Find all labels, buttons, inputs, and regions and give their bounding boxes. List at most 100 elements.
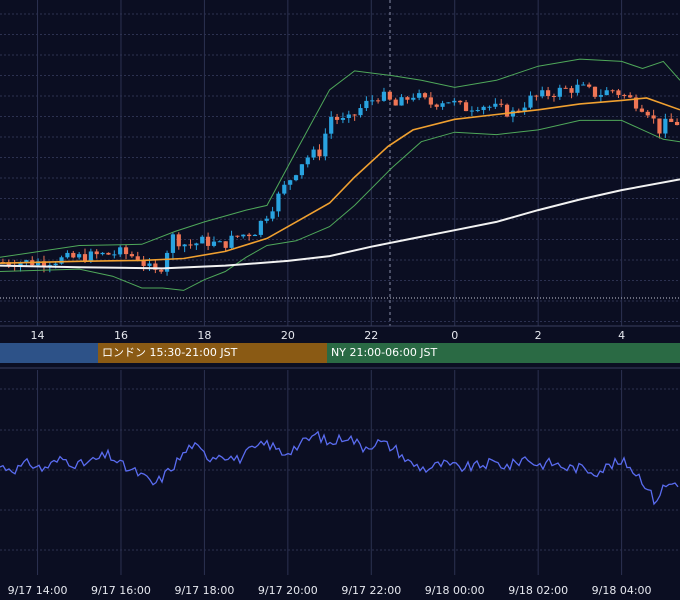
candle-down — [94, 251, 99, 255]
candle-down — [674, 121, 680, 126]
candle-up — [475, 110, 480, 112]
candle-down — [387, 91, 392, 100]
candle-up — [229, 235, 234, 248]
candle-up — [452, 100, 457, 103]
candle-up — [170, 234, 176, 253]
candle-down — [71, 252, 76, 258]
candle-down — [141, 260, 146, 266]
x-tick-label: 2 — [535, 329, 542, 342]
candle-down — [352, 114, 357, 116]
candle-up — [493, 103, 498, 107]
candle-up — [217, 241, 222, 243]
candle-up — [88, 251, 93, 262]
candle-down — [159, 269, 164, 272]
candle-up — [446, 102, 451, 104]
x-axis-hours: 14 16 18 20 22 0 2 4 — [31, 329, 626, 342]
candle-down — [153, 263, 158, 270]
candle-up — [270, 211, 275, 219]
candle-up — [329, 116, 334, 134]
candle-down — [534, 95, 539, 97]
x-tick-label: 9/17 22:00 — [341, 584, 401, 597]
candle-down — [317, 149, 322, 157]
candle-up — [370, 100, 375, 102]
candle-down — [563, 87, 568, 89]
candle-up — [293, 175, 299, 181]
candle-down — [622, 94, 627, 96]
x-tick-label: 14 — [31, 329, 45, 342]
x-tick-label: 9/17 20:00 — [258, 584, 318, 597]
candle-up — [258, 220, 263, 235]
candle-down — [434, 104, 439, 107]
candle-up — [276, 193, 281, 212]
candle-down — [123, 247, 129, 255]
candle-down — [176, 234, 181, 247]
x-tick-label: 9/18 00:00 — [425, 584, 485, 597]
x-tick-label: 9/17 14:00 — [8, 584, 68, 597]
candle-down — [458, 100, 463, 103]
candle-down — [405, 97, 410, 100]
candle-down — [247, 234, 252, 237]
candle-up — [663, 118, 668, 134]
candle-down — [334, 116, 340, 120]
x-tick-label: 0 — [451, 329, 458, 342]
candle-up — [399, 97, 404, 106]
bollinger-lower-line — [0, 119, 680, 291]
candle-up — [194, 243, 199, 246]
candle-down — [41, 261, 47, 267]
candle-down — [376, 100, 381, 102]
candle-down — [206, 236, 211, 246]
candle-up — [540, 90, 545, 97]
candle-up — [100, 252, 105, 255]
candle-up — [358, 108, 363, 116]
candle-up — [305, 157, 310, 165]
x-tick-label: 16 — [114, 329, 128, 342]
candle-down — [587, 84, 592, 87]
candle-up — [182, 244, 187, 247]
candle-down — [516, 110, 521, 112]
x-tick-label: 20 — [281, 329, 295, 342]
candle-up — [282, 184, 287, 194]
grid — [0, 0, 680, 575]
candle-up — [522, 107, 527, 112]
x-tick-label: 9/18 02:00 — [508, 584, 568, 597]
candle-down — [422, 93, 428, 98]
candle-down — [499, 103, 504, 105]
x-tick-label: 18 — [197, 329, 211, 342]
candle-down — [223, 241, 228, 248]
candle-up — [346, 114, 351, 118]
x-tick-label: 22 — [364, 329, 378, 342]
candle-up — [53, 263, 58, 266]
candle-down — [551, 95, 557, 97]
short-ma-line — [0, 97, 680, 264]
candle-down — [129, 254, 134, 257]
candle-up — [112, 254, 117, 256]
candle-down — [393, 99, 398, 106]
candle-down — [106, 252, 111, 255]
candle-up — [288, 180, 293, 185]
x-tick-label: 9/17 16:00 — [91, 584, 151, 597]
candle-up — [24, 260, 29, 264]
candle-down — [592, 86, 598, 97]
long-ma-line — [0, 178, 680, 270]
candle-up — [264, 218, 269, 221]
session-bar-london: ロンドン 15:30-21:00 JST — [98, 343, 327, 363]
candle-down — [463, 102, 469, 112]
candle-down — [188, 244, 193, 246]
session-bar-tokyo — [0, 343, 98, 363]
candle-up — [481, 106, 486, 111]
candle-down — [235, 235, 240, 237]
price-pane — [0, 58, 680, 291]
candle-up — [575, 84, 580, 93]
candle-up — [65, 252, 70, 258]
candle-up — [381, 91, 387, 101]
candle-down — [628, 95, 633, 98]
candle-down — [428, 97, 433, 105]
candle-up — [311, 149, 316, 158]
candle-up — [364, 100, 369, 109]
candle-up — [36, 261, 41, 266]
candle-down — [616, 90, 621, 95]
candle-up — [147, 263, 152, 266]
candle-up — [323, 133, 328, 157]
